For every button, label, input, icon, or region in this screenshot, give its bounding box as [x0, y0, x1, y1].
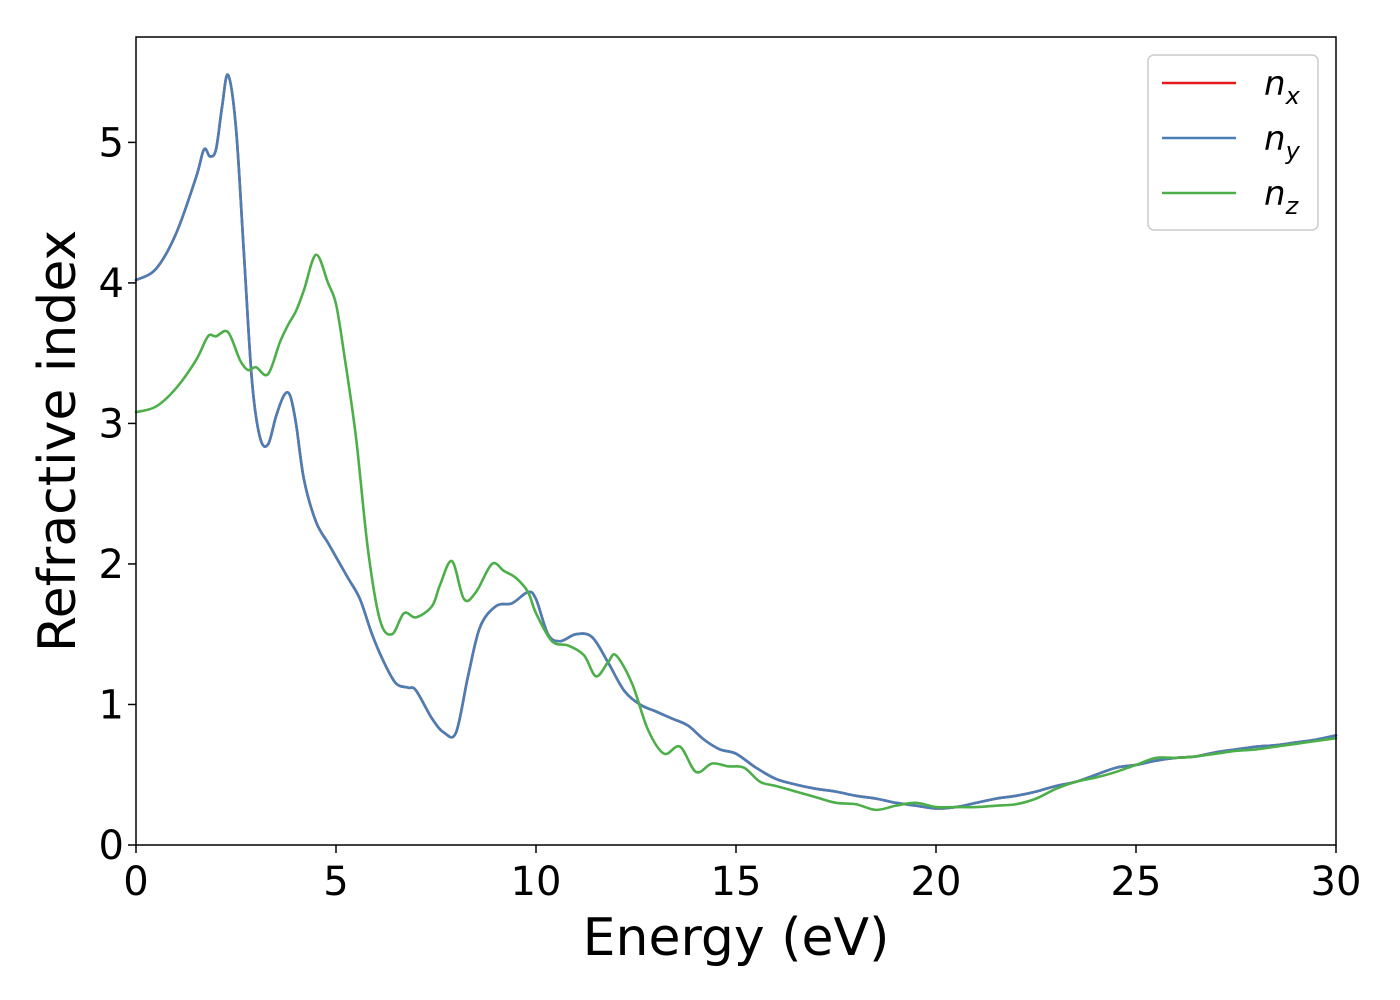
legend-label-x: nx	[1264, 64, 1301, 110]
y-tick-label: 2	[99, 542, 124, 588]
y-tick-label: 4	[99, 261, 124, 307]
y-axis: 0 1 2 3 4 5	[99, 120, 136, 869]
legend-label-y: ny	[1264, 119, 1301, 165]
series-group	[134, 73, 1338, 812]
x-axis-label: Energy (eV)	[583, 908, 890, 968]
series-line-z	[134, 253, 1338, 812]
x-tick-label: 15	[711, 859, 762, 905]
x-tick-label: 20	[911, 859, 962, 905]
y-tick-label: 1	[99, 682, 124, 728]
legend-box	[1147, 54, 1319, 231]
x-tick-label: 0	[123, 859, 148, 905]
y-tick-label: 0	[99, 823, 124, 869]
x-tick-label: 10	[511, 859, 562, 905]
x-axis: 0 5 10 15 20 25 30	[123, 845, 1361, 905]
x-tick-label: 5	[323, 859, 348, 905]
x-tick-label: 25	[1111, 859, 1162, 905]
y-tick-label: 3	[99, 401, 124, 447]
x-tick-label: 30	[1311, 859, 1362, 905]
legend-label-z: nz	[1264, 174, 1300, 220]
y-tick-label: 5	[99, 120, 124, 166]
legend: nx ny nz	[1147, 54, 1319, 231]
y-axis-label: Refractive index	[28, 230, 88, 652]
